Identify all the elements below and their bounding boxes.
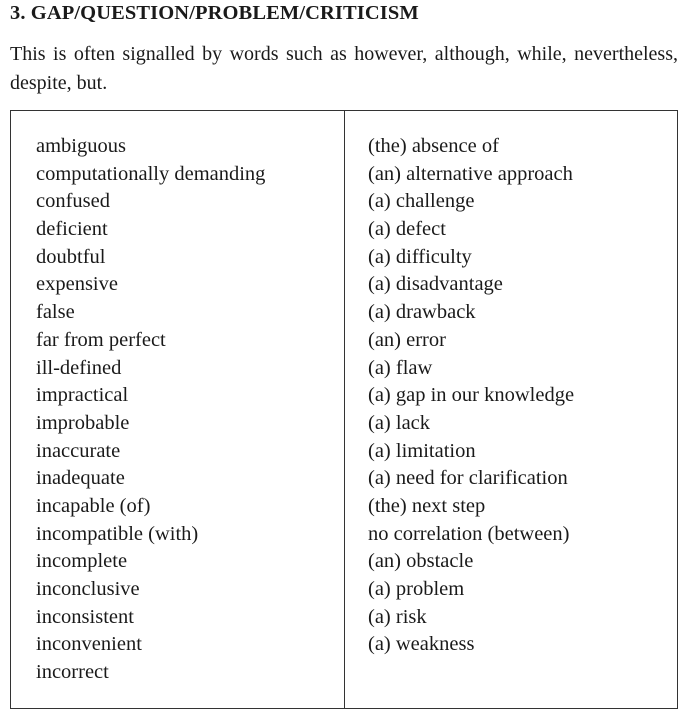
nouns-list: (the) absence of (an) alternative approac… [368,133,574,659]
adjectives-list: ambiguous computationally demanding confus… [36,133,265,687]
list-item: incomplete [36,550,128,573]
list-item: (a) risk [368,605,427,628]
list-item: (a) drawback [368,301,476,324]
list-item: doubtful [36,245,106,268]
list-item: (a) difficulty [368,245,472,268]
list-item: confused [36,190,111,213]
list-item: (the) next step [368,494,486,517]
list-item: deficient [36,218,108,241]
list-item: ambiguous [36,135,126,157]
nouns-column: (the) absence of (an) alternative approac… [345,111,677,708]
list-item: computationally demanding [36,162,266,185]
list-item: (a) flaw [368,356,433,379]
list-item: (a) lack [368,411,431,434]
list-item: incapable (of) [36,494,151,517]
list-item: (a) disadvantage [368,273,503,296]
list-item: inconclusive [36,578,140,600]
list-item: (a) challenge [368,190,475,213]
section-heading: 3. GAP/QUESTION/PROBLEM/CRITICISM [10,2,419,24]
list-item: ill-defined [36,356,122,379]
adjectives-column: ambiguous computationally demanding confus… [11,111,345,708]
list-item: impractical [36,384,129,407]
list-item: (an) obstacle [368,550,474,573]
list-item: no correlation (between) [368,522,570,545]
intro-paragraph: This is often signalled by words such as… [10,43,678,94]
word-table: ambiguous computationally demanding confus… [10,110,678,709]
list-item: far from perfect [36,328,166,351]
list-item: expensive [36,273,118,296]
list-item: inconsistent [36,605,134,628]
list-item: (the) absence of [368,135,499,157]
list-item: inaccurate [36,439,121,462]
list-item: inadequate [36,467,125,490]
list-item: (an) error [368,328,446,351]
list-item: (a) defect [368,218,446,241]
list-item: (a) gap in our knowledge [368,384,575,407]
list-item: (a) limitation [368,439,476,462]
list-item: (an) alternative approach [368,162,573,185]
list-item: (a) need for clarification [368,467,568,490]
list-item: (a) weakness [368,633,475,656]
list-item: incorrect [36,661,109,684]
list-item: improbable [36,411,130,434]
list-item: incompatible (with) [36,522,199,545]
list-item: false [36,301,75,324]
list-item: (a) problem [368,578,465,600]
list-item: inconvenient [36,633,142,656]
